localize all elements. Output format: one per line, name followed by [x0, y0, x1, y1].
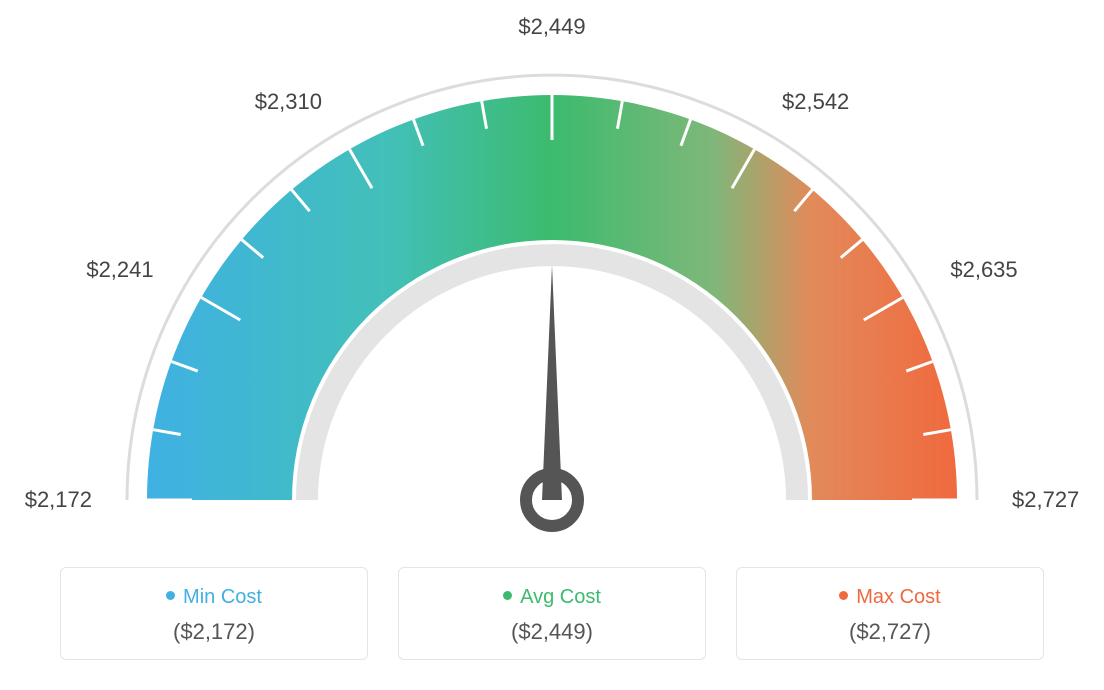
avg-cost-label: Avg Cost [409, 586, 695, 609]
avg-cost-card: Avg Cost ($2,449) [398, 567, 706, 660]
max-cost-value: ($2,727) [747, 619, 1033, 645]
max-cost-card: Max Cost ($2,727) [736, 567, 1044, 660]
max-cost-label: Max Cost [747, 586, 1033, 609]
avg-cost-value: ($2,449) [409, 619, 695, 645]
scale-label: $2,241 [86, 257, 153, 283]
avg-label-text: Avg Cost [520, 586, 601, 608]
scale-label: $2,635 [950, 257, 1017, 283]
summary-cards: Min Cost ($2,172) Avg Cost ($2,449) Max … [60, 567, 1044, 660]
min-label-text: Min Cost [183, 586, 262, 608]
scale-label: $2,310 [255, 89, 322, 115]
scale-label: $2,542 [782, 89, 849, 115]
max-label-text: Max Cost [856, 586, 940, 608]
dot-icon [503, 591, 512, 600]
dot-icon [839, 591, 848, 600]
min-cost-card: Min Cost ($2,172) [60, 567, 368, 660]
scale-label: $2,727 [1012, 487, 1079, 513]
min-cost-label: Min Cost [71, 586, 357, 609]
scale-label: $2,172 [25, 487, 92, 513]
scale-label: $2,449 [518, 14, 585, 40]
dot-icon [166, 591, 175, 600]
min-cost-value: ($2,172) [71, 619, 357, 645]
cost-gauge [0, 0, 1104, 540]
